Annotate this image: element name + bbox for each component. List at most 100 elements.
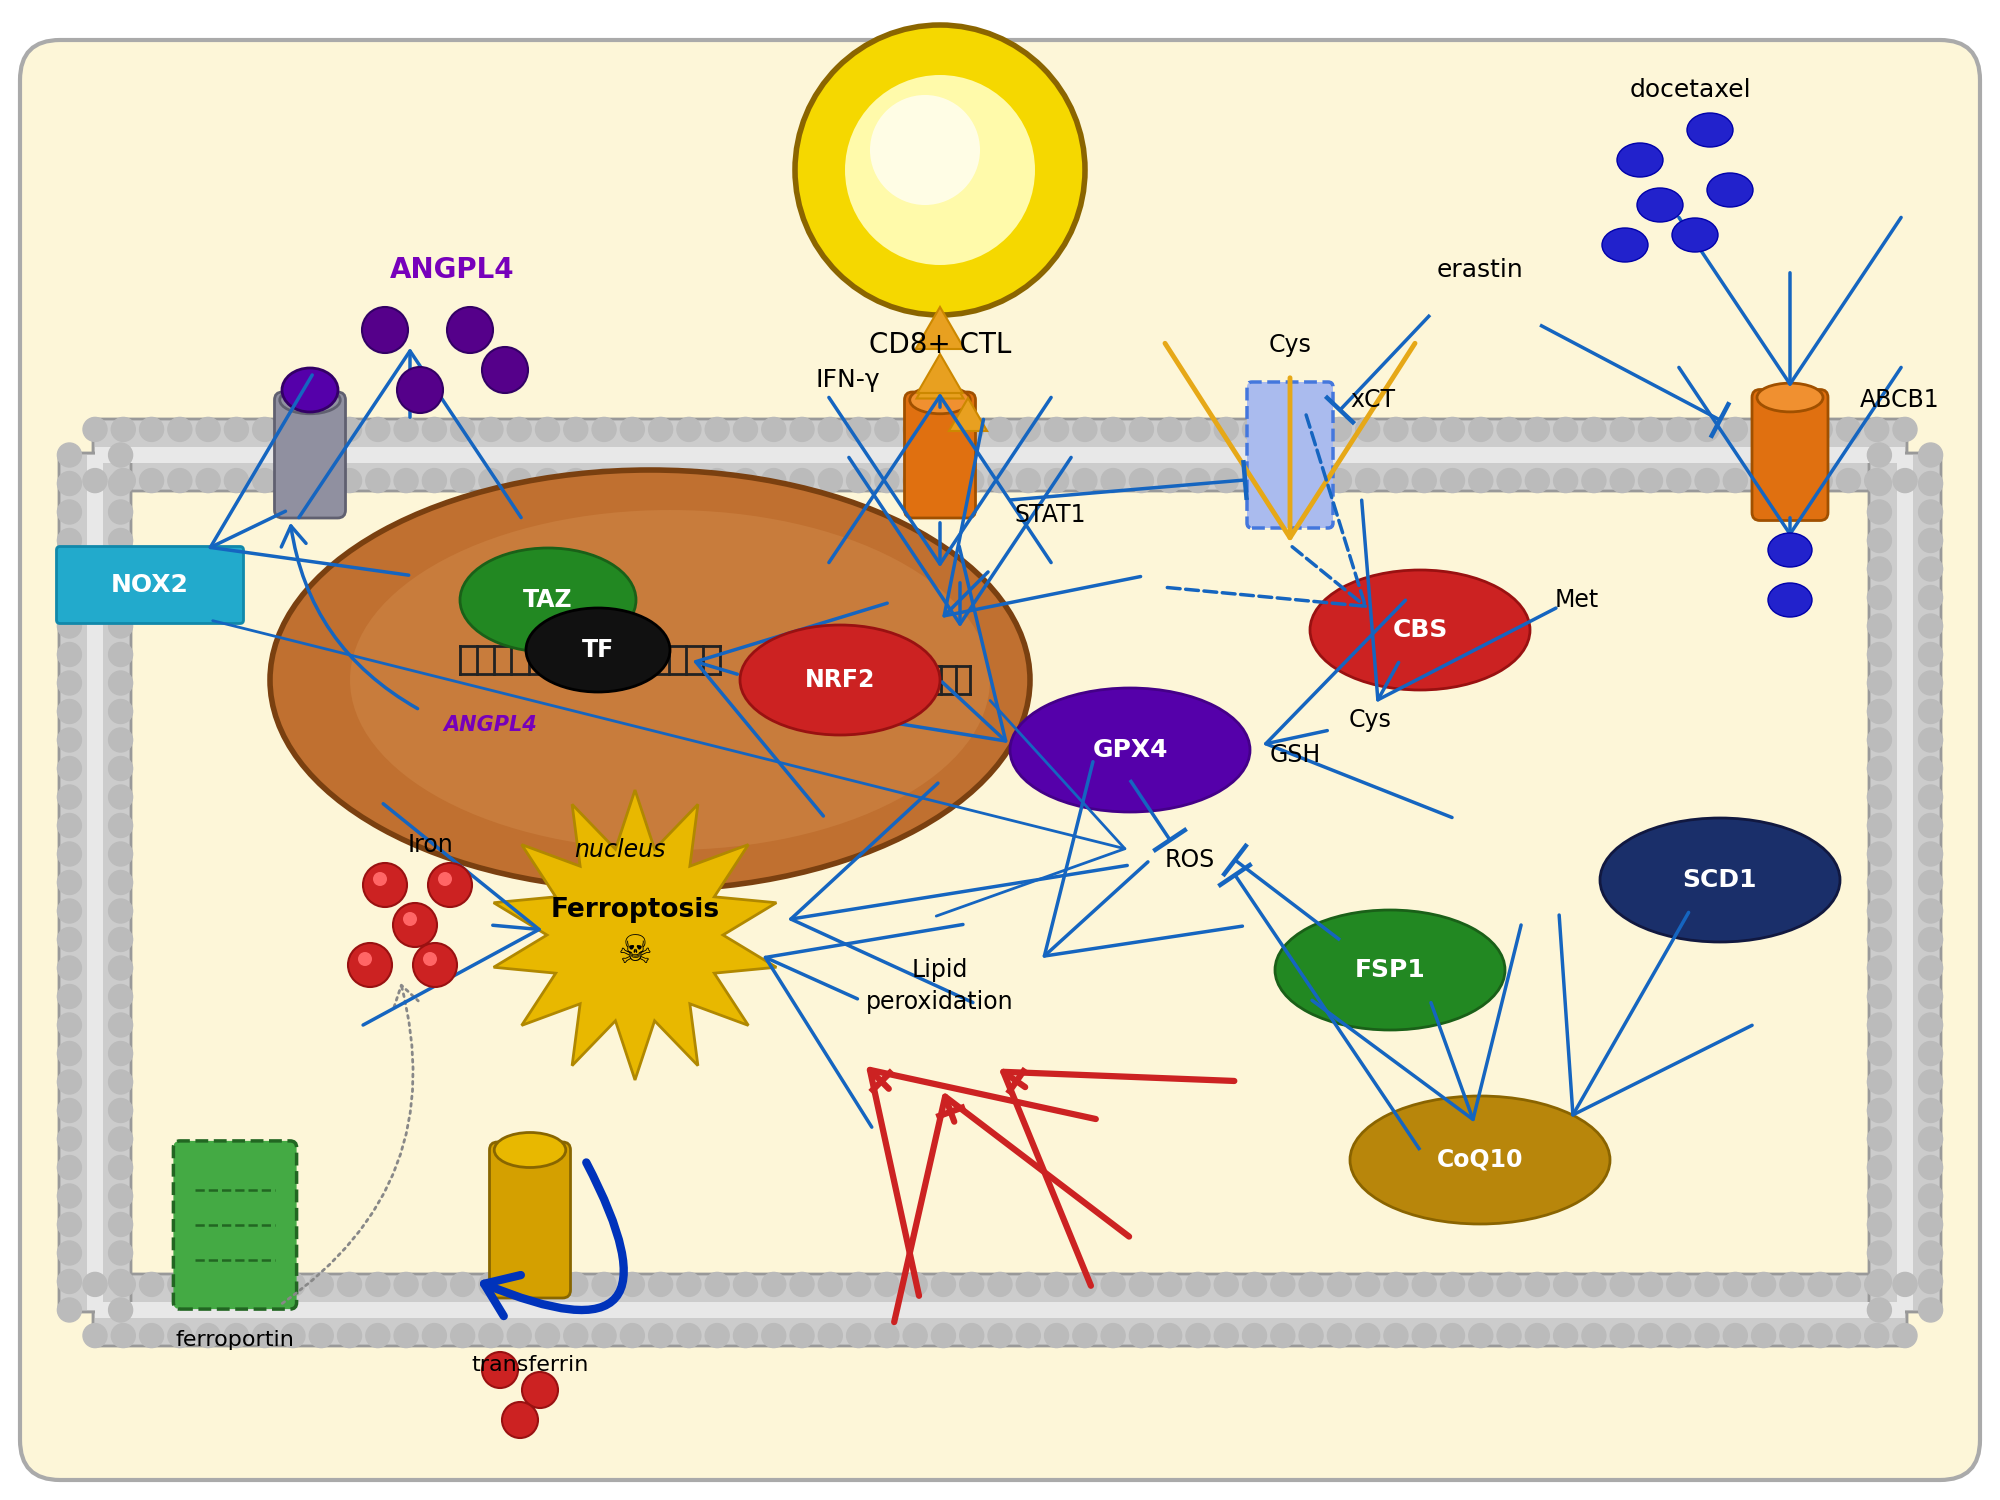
Circle shape [168,1323,192,1347]
Circle shape [1918,1269,1942,1293]
Circle shape [1696,1323,1720,1347]
Circle shape [1892,417,1916,441]
FancyBboxPatch shape [20,40,1980,1480]
Circle shape [108,614,132,638]
Circle shape [508,468,532,492]
Circle shape [58,1098,82,1122]
Text: STAT1: STAT1 [1016,503,1086,526]
Circle shape [478,1323,502,1347]
Circle shape [1610,417,1634,441]
Circle shape [1836,468,1860,492]
Circle shape [676,417,700,441]
Circle shape [108,927,132,951]
Circle shape [1666,417,1690,441]
Circle shape [536,417,560,441]
Circle shape [1356,1272,1380,1296]
Circle shape [310,417,334,441]
Circle shape [422,468,446,492]
Circle shape [1752,417,1776,441]
Text: IFN-γ: IFN-γ [816,368,880,392]
Ellipse shape [1010,688,1250,812]
FancyBboxPatch shape [1868,453,1940,1312]
Circle shape [478,468,502,492]
FancyBboxPatch shape [174,1142,296,1310]
Circle shape [1214,1272,1238,1296]
Circle shape [84,1323,108,1347]
Circle shape [58,870,82,894]
Circle shape [58,927,82,951]
Circle shape [564,1272,588,1296]
Circle shape [112,1323,136,1347]
Circle shape [1610,468,1634,492]
Circle shape [1186,1323,1210,1347]
Ellipse shape [910,387,970,414]
Circle shape [1780,1272,1804,1296]
Ellipse shape [404,912,416,926]
Circle shape [1186,417,1210,441]
FancyBboxPatch shape [904,392,976,518]
Circle shape [536,468,560,492]
Circle shape [108,670,132,694]
Circle shape [422,1272,446,1296]
Circle shape [196,1323,220,1347]
Circle shape [734,1323,758,1347]
Circle shape [762,1272,786,1296]
Circle shape [988,417,1012,441]
Circle shape [1412,417,1436,441]
Circle shape [1468,468,1492,492]
Circle shape [58,471,82,495]
Circle shape [58,556,82,580]
Circle shape [108,585,132,609]
Circle shape [366,1323,390,1347]
Circle shape [252,417,276,441]
Ellipse shape [362,308,408,352]
Circle shape [58,642,82,666]
Circle shape [1412,468,1436,492]
Circle shape [1918,1013,1942,1036]
Circle shape [108,1098,132,1122]
Circle shape [338,1272,362,1296]
Circle shape [818,417,842,441]
Circle shape [1638,417,1662,441]
Circle shape [280,468,304,492]
Ellipse shape [522,1372,558,1408]
Circle shape [536,1272,560,1296]
Circle shape [58,1013,82,1036]
Circle shape [1270,1323,1294,1347]
Circle shape [168,1272,192,1296]
Circle shape [112,417,136,441]
Circle shape [564,417,588,441]
Circle shape [1918,642,1942,666]
Circle shape [450,468,474,492]
Circle shape [108,1070,132,1094]
Circle shape [1868,927,1892,951]
Circle shape [1610,1323,1634,1347]
Circle shape [1868,556,1892,580]
Ellipse shape [396,368,444,413]
Circle shape [1868,1041,1892,1065]
Circle shape [1356,1323,1380,1347]
Ellipse shape [482,346,528,393]
Circle shape [1526,1323,1550,1347]
Circle shape [1384,1323,1408,1347]
Circle shape [1918,471,1942,495]
Circle shape [592,468,616,492]
Circle shape [58,1041,82,1065]
Circle shape [1808,417,1832,441]
Ellipse shape [526,608,670,692]
Circle shape [1072,1272,1096,1296]
Circle shape [478,1272,502,1296]
Circle shape [932,1323,956,1347]
Circle shape [1214,468,1238,492]
Text: CBS: CBS [1392,618,1448,642]
Circle shape [58,784,82,808]
Circle shape [818,1323,842,1347]
Circle shape [1918,556,1942,580]
Circle shape [58,756,82,780]
Circle shape [108,1155,132,1179]
Circle shape [394,1323,418,1347]
Circle shape [108,756,132,780]
Circle shape [508,417,532,441]
Circle shape [1724,468,1748,492]
Circle shape [1918,842,1942,866]
